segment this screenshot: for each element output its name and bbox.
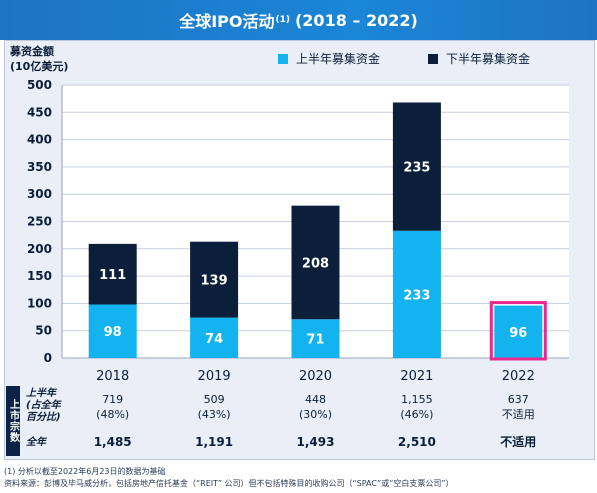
table-total-2020: 1,493 (296, 435, 335, 449)
y-tick-label: 250 (27, 215, 52, 229)
bar-h2-2019 (190, 241, 239, 318)
table-h1-label: 上半年 (占全年 百分比) (26, 388, 61, 424)
y-tick-label: 150 (27, 269, 52, 283)
y-tick-label: 300 (27, 187, 52, 201)
y-tick-label: 0 (44, 351, 52, 365)
legend-item-h1: 上半年募集资金 (278, 50, 380, 67)
data-label-h1-2021: 233 (403, 288, 430, 303)
data-label-h1-2020: 71 (306, 333, 324, 348)
bar-h1-2019 (190, 317, 239, 358)
x-tick-label-2022: 2022 (502, 369, 535, 384)
table-h1-count-2022: 637 (507, 393, 529, 406)
title-footnote-mark: (1) (275, 15, 290, 25)
x-tick-label-2020: 2020 (299, 369, 332, 384)
x-tick-label-2019: 2019 (198, 369, 231, 384)
data-label-h1-2018: 98 (104, 325, 122, 340)
bar-h2-2021 (392, 102, 441, 231)
table-total-label: 全年 (26, 437, 46, 448)
chart-title: 全球IPO活动 (1) (2018 – 2022) (0, 0, 597, 40)
y-tick-label: 500 (27, 78, 52, 92)
x-tick-label-2018: 2018 (96, 369, 129, 384)
bar-h1-2020 (291, 319, 340, 358)
legend-item-h2: 下半年募集资金 (428, 50, 530, 67)
legend-swatch-h2 (428, 53, 438, 64)
table-h1-count-2019: 509 (203, 393, 225, 406)
y-tick-label: 200 (27, 242, 52, 256)
title-text: 全球IPO活动 (179, 12, 275, 31)
data-label-h2-2020: 208 (302, 256, 329, 271)
bar-h1-2021 (392, 230, 441, 358)
y-tick-label: 50 (35, 324, 52, 338)
legend-label-h1: 上半年募集资金 (296, 52, 381, 66)
data-label-h2-2021: 235 (403, 161, 430, 176)
table-h1-count-2020: 448 (305, 393, 326, 406)
table-h1-pct-2020: (30%) (298, 408, 333, 421)
y-tick-label: 450 (27, 105, 52, 119)
table-total-2019: 1,191 (195, 435, 234, 449)
bar-h1-2018 (88, 304, 137, 358)
table-h1-label-line2: (占全年 (26, 400, 61, 411)
footnote-1: (1) 分析以截至2022年6月23日的数据为基础 (4, 467, 166, 476)
table-h1-count-2018: 719 (102, 393, 124, 406)
data-label-h1-2022: 96 (509, 326, 527, 341)
data-label-h2-2018: 111 (99, 268, 126, 283)
table-h1-label-line1: 上半年 (26, 388, 56, 399)
legend-swatch-h1 (278, 53, 288, 64)
table-h1-pct-2019: (43%) (197, 408, 231, 421)
table-total-2021: 2,510 (397, 435, 436, 449)
y-axis-label-line2: (10亿美元) (10, 60, 69, 73)
table-h1-label-line3: 百分比) (26, 412, 61, 423)
title-years: (2018 – 2022) (294, 10, 418, 30)
y-tick-label: 100 (27, 296, 52, 310)
table-h1-pct-2022: 不适用 (501, 408, 535, 421)
bar-h2-2020 (291, 205, 340, 320)
footnote-2: 资料来源：彭博及毕马威分析，包括房地产信托基金（“REIT” 公司）但不包括特殊… (4, 479, 454, 488)
table-total-2018: 1,485 (93, 435, 132, 449)
bar-h2-2018 (88, 243, 137, 305)
legend-label-h2: 下半年募集资金 (446, 52, 531, 66)
table-h1-pct-2018: (48%) (96, 408, 130, 421)
table-h1-pct-2021: (46%) (400, 408, 434, 421)
x-tick-label-2021: 2021 (400, 369, 433, 384)
y-tick-label: 350 (27, 160, 52, 174)
table-h1-count-2021: 1,155 (401, 393, 433, 406)
highlight-box-2022 (489, 301, 547, 361)
y-axis-label: 募资金额 (10亿美元) (10, 44, 68, 74)
bar-h1-2022 (494, 305, 543, 358)
y-tick-label: 400 (27, 133, 52, 147)
data-label-h1-2019: 74 (205, 332, 223, 347)
data-label-h2-2019: 139 (201, 274, 228, 289)
table-row-header: 上市宗数 (6, 386, 20, 456)
y-axis-label-line1: 募资金额 (10, 45, 54, 58)
table-total-2022: 不适用 (500, 435, 537, 449)
